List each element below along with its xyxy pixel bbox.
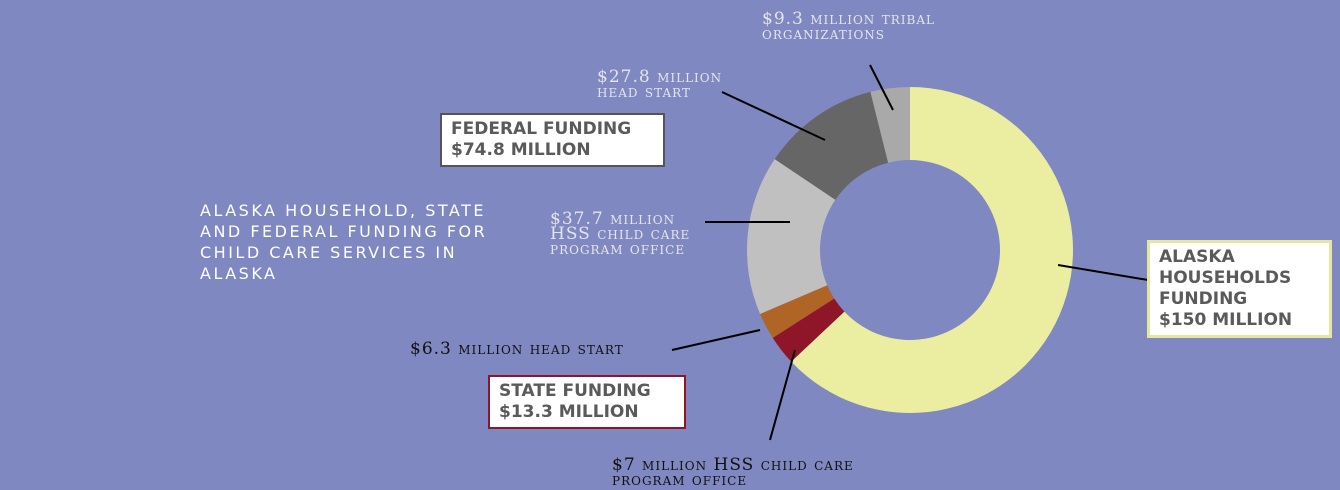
value-label: $9.3 million: [762, 9, 876, 29]
donut-segment: [760, 285, 835, 338]
chart-title: Alaska household, state and federal fund…: [200, 201, 488, 283]
donut-segment: [791, 87, 1073, 413]
segment-label: $6.3 million head start: [410, 339, 680, 359]
value-label: $6.3 million: [410, 339, 524, 359]
segment-label: $7 million HSS child care program office: [612, 455, 912, 490]
leader-line: [1057, 264, 1149, 281]
leader-line: [869, 64, 894, 111]
leader-line: [671, 329, 761, 351]
value-label: $37.7 million: [550, 209, 676, 229]
annotation-title: FEDERAL FUNDING: [451, 119, 632, 139]
category-label: HSS child care program office: [550, 224, 691, 259]
annotation-text: $150 MILLION: [1159, 310, 1293, 330]
leader-line: [769, 349, 796, 441]
category-label: head start: [597, 82, 691, 102]
donut-segment: [870, 87, 910, 163]
annotation-box: ALASKA HOUSEHOLDS FUNDING $150 MILLION: [1147, 240, 1332, 338]
segment-label: $27.8 million head start: [597, 67, 747, 102]
category-label: head start: [529, 339, 624, 359]
donut-segment: [747, 159, 836, 314]
value-label: $27.8 million: [597, 67, 723, 87]
segment-label: $9.3 million tribal organizations: [762, 9, 977, 44]
category-label: tribal organizations: [762, 9, 935, 44]
annotation-title: ALASKA HOUSEHOLDS FUNDING: [1159, 247, 1292, 309]
value-label: $7 million: [612, 455, 708, 475]
annotation-box: STATE FUNDING $13.3 MILLION: [488, 375, 686, 429]
annotation-text: $74.8 MILLION: [451, 140, 591, 160]
category-label: HSS child care program office: [612, 455, 854, 490]
annotation-text: $13.3 MILLION: [499, 402, 639, 422]
donut-segment: [772, 298, 845, 362]
leader-line: [721, 91, 826, 141]
annotation-box: FEDERAL FUNDING $74.8 MILLION: [440, 113, 665, 167]
annotation-title: STATE FUNDING: [499, 381, 651, 401]
segment-label: $37.7 million HSS child care program off…: [550, 209, 720, 259]
donut-segment: [774, 91, 889, 200]
